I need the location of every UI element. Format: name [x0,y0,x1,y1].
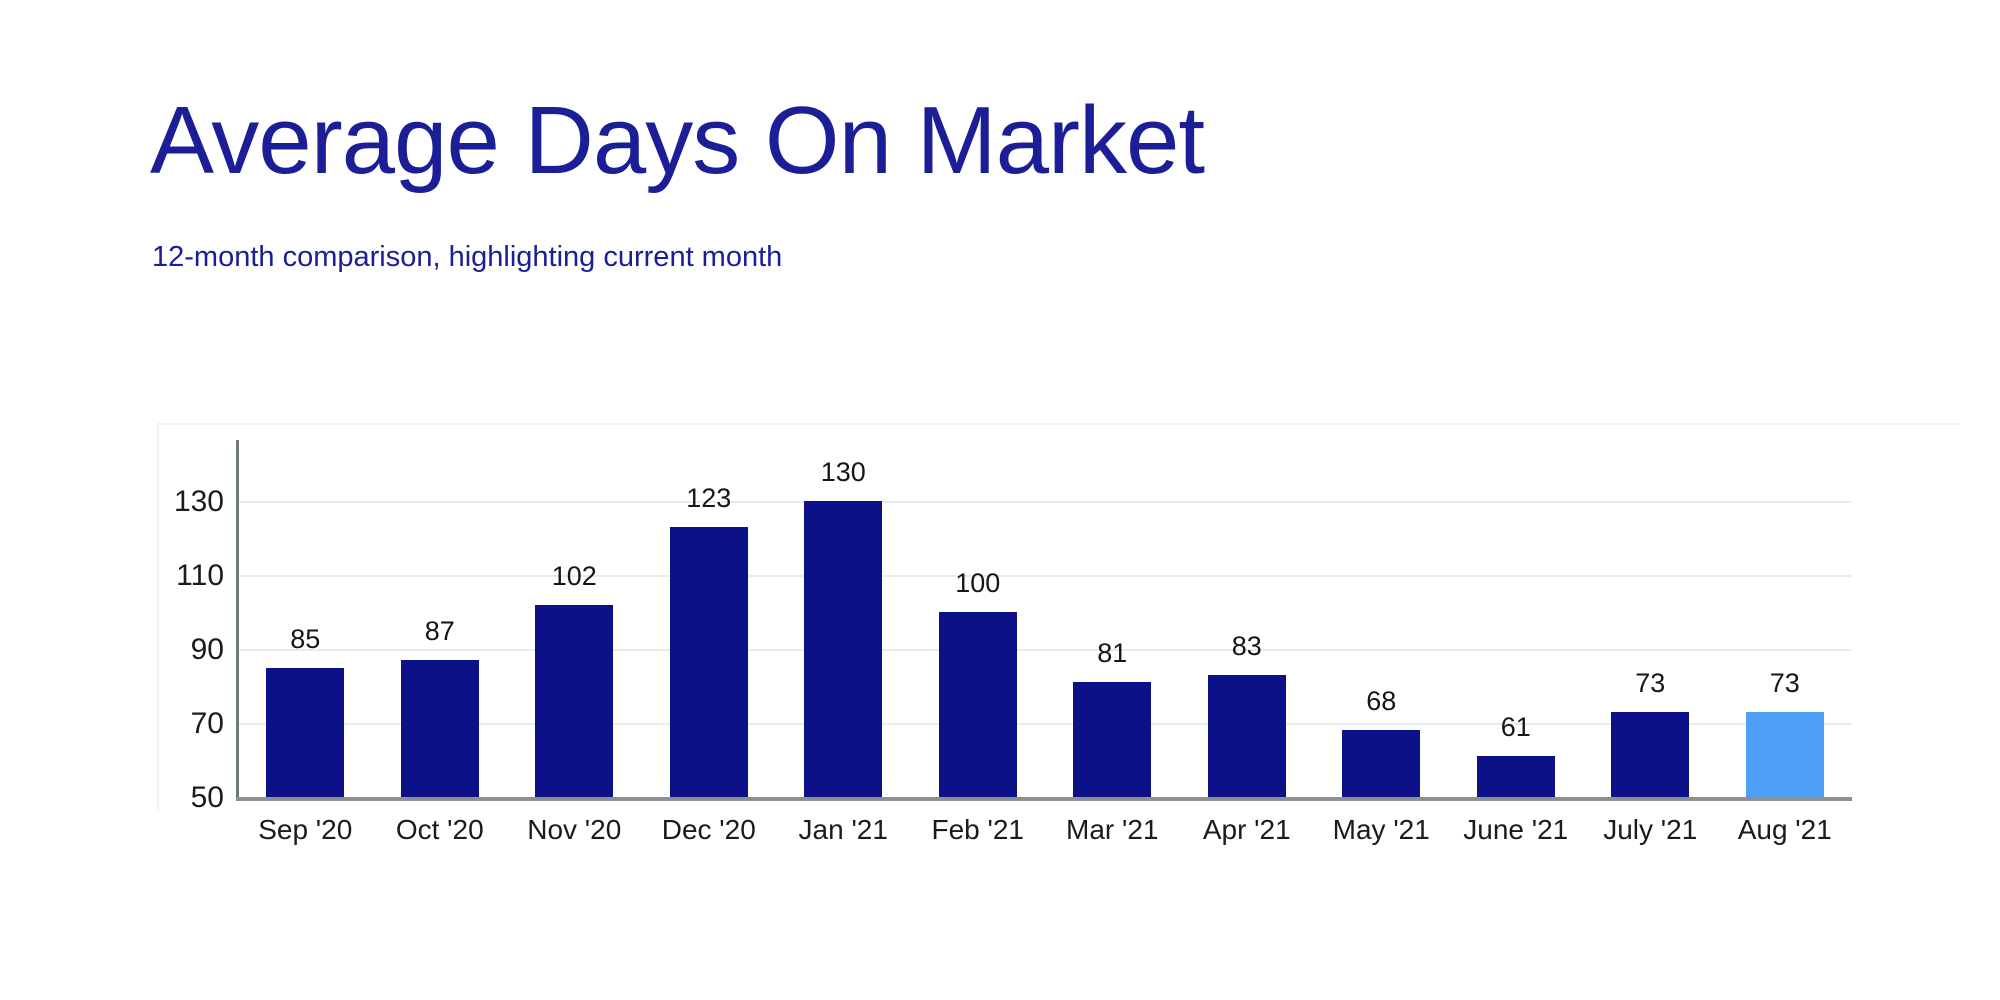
chart-panel-border [157,423,1959,810]
bar-value-label: 130 [820,457,866,487]
x-axis-label: Feb '21 [931,814,1025,845]
bar-value-label: 73 [1635,667,1666,698]
bar-value-label: 123 [686,482,732,513]
bar-oct-20 [400,660,479,797]
x-axis-label: Jan '21 [798,814,888,845]
y-axis-tick-label: 130 [173,485,224,518]
x-axis-label: Nov '20 [527,814,622,845]
bar-value-label: 100 [955,568,1001,598]
bar-value-label: 81 [1097,638,1128,669]
x-axis-label: Dec '20 [661,814,756,845]
bar-sep-20 [266,667,345,797]
y-axis-tick-label: 50 [190,781,224,814]
bar-mar-21 [1073,682,1152,797]
gridline-70 [239,723,1852,725]
bar-dec-20 [669,526,748,797]
y-axis-tick-label: 110 [176,559,224,592]
gridline-110 [239,575,1852,577]
x-axis-line [236,797,1852,801]
gridline-130 [239,501,1852,503]
gridline-90 [239,649,1852,651]
page-title: Average Days On Market [150,87,1205,194]
bar-feb-21 [938,612,1017,797]
bar-value-label: 61 [1500,712,1531,743]
bar-may-21 [1342,730,1421,797]
bar-value-label: 83 [1231,630,1262,661]
bar-nov-20 [535,604,614,797]
page-subtitle: 12-month comparison, highlighting curren… [152,241,783,273]
bar-june-21 [1476,756,1555,797]
x-axis-label: Oct '20 [395,814,484,845]
x-axis-label: Sep '20 [258,814,353,845]
x-axis-label: June '21 [1463,814,1569,845]
x-axis-label: Apr '21 [1202,814,1291,845]
bar-jan-21 [804,501,883,797]
x-axis-label: May '21 [1332,814,1430,845]
bar-july-21 [1611,711,1690,797]
bar-apr-21 [1207,674,1286,797]
bar-aug-21 [1745,711,1824,797]
bar-value-label: 68 [1366,686,1397,717]
y-axis-tick-label: 70 [190,707,224,740]
x-axis-label: July '21 [1603,814,1698,845]
y-axis-line [236,440,239,801]
bar-value-label: 102 [551,560,597,591]
bar-value-label: 87 [424,616,455,647]
x-axis-label: Aug '21 [1737,814,1832,845]
bar-value-label: 85 [290,623,321,654]
bar-value-label: 73 [1769,667,1800,698]
y-axis-tick-label: 90 [190,633,224,666]
x-axis-label: Mar '21 [1066,814,1159,845]
